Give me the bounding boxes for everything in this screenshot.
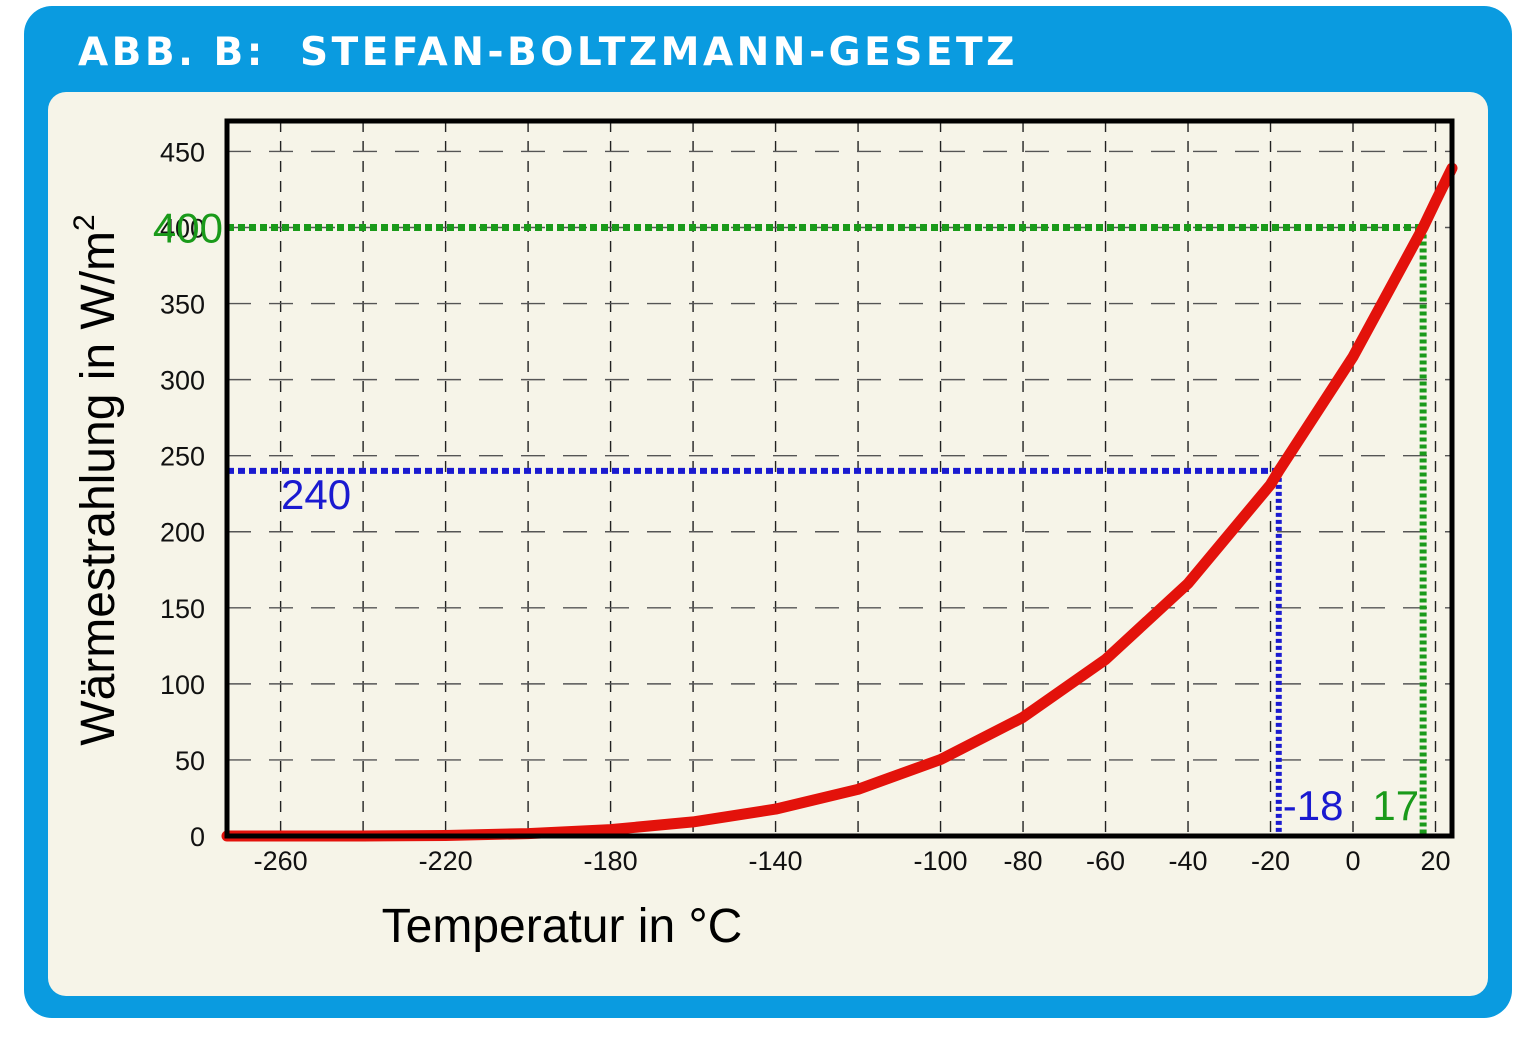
y-tick-label: 450 bbox=[160, 137, 205, 167]
annotation-label-minus-18: -18 bbox=[1283, 782, 1344, 829]
x-tick-label: -40 bbox=[1169, 846, 1208, 876]
x-tick-label: -180 bbox=[584, 846, 638, 876]
y-axis-title-text: Wärmestrahlung in W/m bbox=[72, 231, 125, 746]
annotation-label-400: 400 bbox=[153, 204, 223, 251]
y-tick-label: 0 bbox=[190, 822, 205, 852]
annotation-label-17: 17 bbox=[1372, 782, 1419, 829]
data-series-line bbox=[221, 162, 1458, 842]
x-tick-label: -220 bbox=[419, 846, 473, 876]
y-tick-label: 250 bbox=[160, 442, 205, 472]
y-tick-label: 50 bbox=[175, 746, 205, 776]
data-series bbox=[221, 162, 1458, 842]
x-tick-label: -260 bbox=[254, 846, 308, 876]
x-tick-label: -140 bbox=[749, 846, 803, 876]
x-axis-title: Temperatur in °C bbox=[382, 900, 743, 953]
figure-title: ABB. B: STEFAN-BOLTZMANN-GESETZ bbox=[78, 30, 1018, 75]
annotation-label-240: 240 bbox=[281, 471, 351, 518]
plot-border bbox=[224, 118, 1455, 839]
y-tick-label: 100 bbox=[160, 670, 205, 700]
x-tick-label: -20 bbox=[1251, 846, 1290, 876]
x-tick-label: 0 bbox=[1345, 846, 1360, 876]
x-tick-label: -60 bbox=[1086, 846, 1125, 876]
chart-panel bbox=[48, 92, 1488, 996]
reference-lines bbox=[227, 223, 1427, 836]
tick-labels: -260 -220 -180 -140 -100 -80 -60 -40 -20 0 2005010… bbox=[160, 137, 1451, 876]
y-axis-title: Wärmestrahlung in W/m2 bbox=[68, 214, 125, 745]
x-tick-label: -80 bbox=[1004, 846, 1043, 876]
y-tick-label: 200 bbox=[160, 518, 205, 548]
y-tick-label: 150 bbox=[160, 594, 205, 624]
annotation-labels: 400 17 240 -18 bbox=[153, 204, 1419, 829]
x-tick-label: 20 bbox=[1420, 846, 1450, 876]
x-tick-label: -100 bbox=[914, 846, 968, 876]
y-axis-title-superscript: 2 bbox=[68, 214, 101, 231]
y-tick-label: 350 bbox=[160, 290, 205, 320]
y-tick-label: 400 bbox=[160, 213, 205, 243]
y-tick-label: 300 bbox=[160, 366, 205, 396]
